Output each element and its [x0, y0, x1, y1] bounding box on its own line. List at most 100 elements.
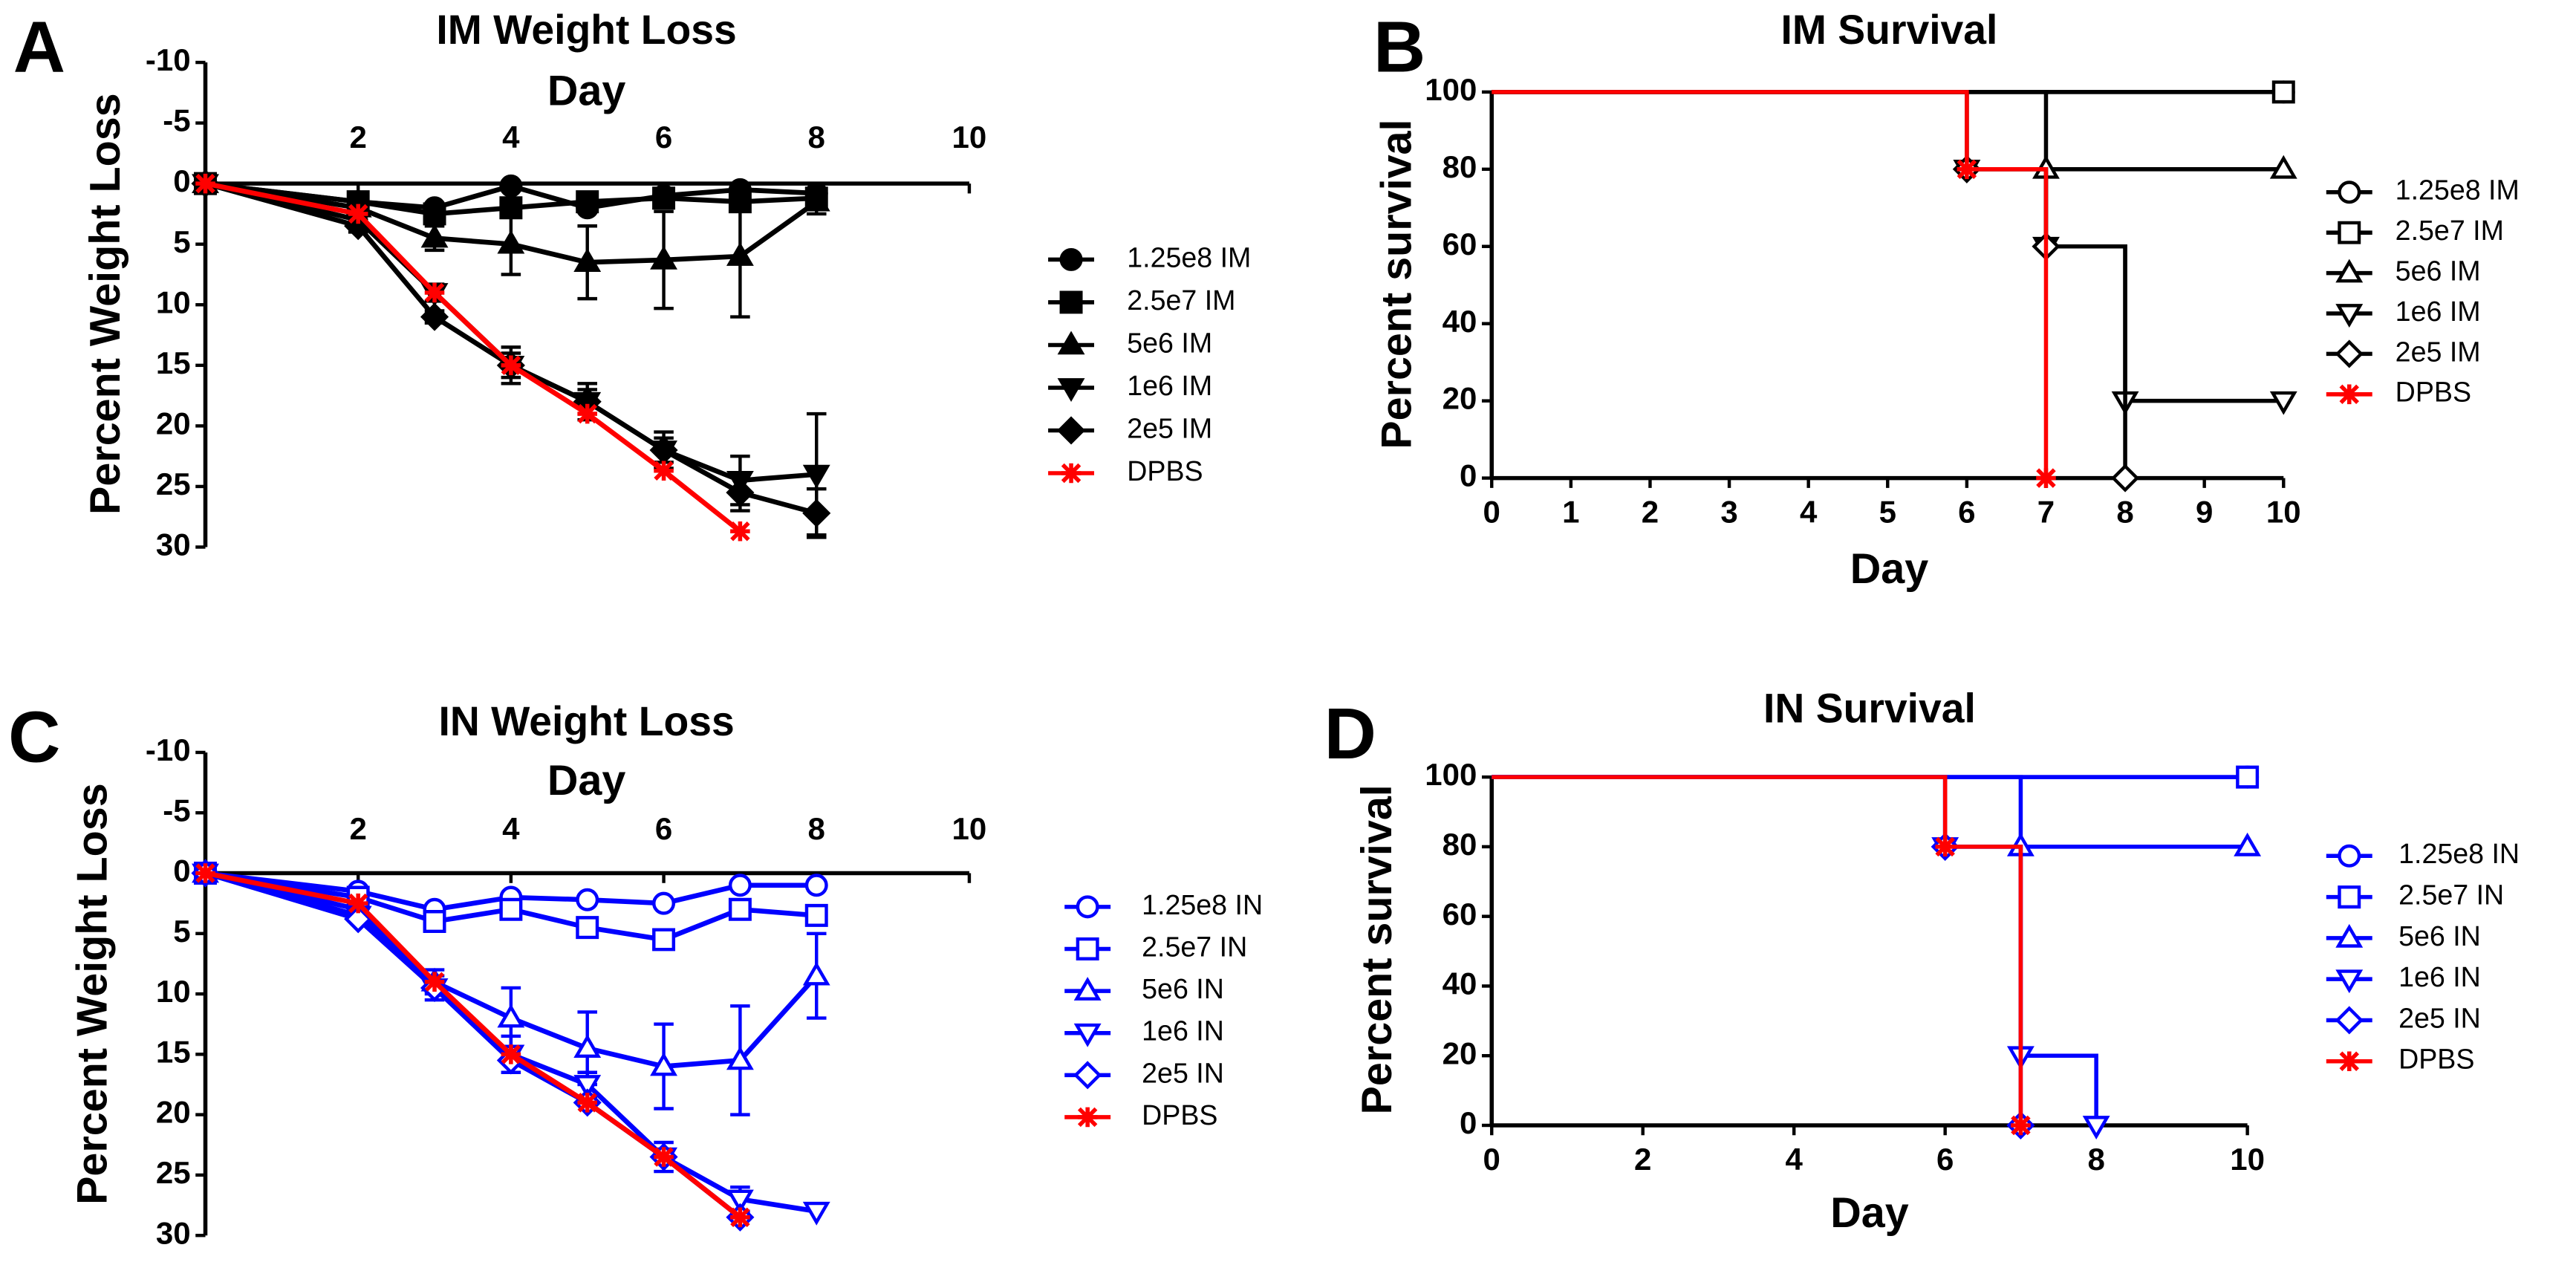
y-tick-label: 100 — [1425, 72, 1477, 107]
x-axis-label: Day — [1850, 545, 1929, 593]
y-tick-label: 0 — [173, 853, 190, 888]
legend-label: 1.25e8 IM — [1127, 241, 1251, 273]
marker — [576, 190, 599, 214]
x-tick-label: 0 — [1483, 494, 1500, 529]
marker — [348, 893, 368, 914]
legend-label: DPBS — [2398, 1044, 2474, 1075]
y-tick-label: 20 — [156, 1095, 191, 1130]
marker — [497, 1004, 525, 1028]
chart-title: IM Survival — [1781, 7, 1998, 53]
y-axis-label: Percent survival — [1373, 119, 1421, 449]
y-tick-label: -10 — [146, 732, 191, 767]
y-tick-label: 5 — [173, 914, 190, 949]
marker — [420, 302, 449, 331]
x-tick-label: 4 — [1786, 1142, 1803, 1177]
y-tick-label: 40 — [1443, 966, 1477, 1001]
marker — [2339, 384, 2360, 405]
marker — [730, 521, 750, 542]
marker — [499, 897, 523, 921]
legend-label: 1e6 IN — [1142, 1015, 1224, 1047]
marker — [2236, 765, 2260, 789]
y-tick-label: 10 — [156, 974, 191, 1009]
marker — [573, 1034, 602, 1058]
marker — [497, 230, 525, 254]
y-tick-label: 40 — [1443, 304, 1477, 339]
marker — [2335, 969, 2364, 994]
marker — [2269, 155, 2297, 179]
marker — [195, 863, 215, 883]
panel-letter: D — [1324, 693, 1376, 774]
marker — [1935, 836, 1955, 857]
marker — [728, 874, 752, 897]
marker — [2234, 832, 2262, 856]
legend-label: 2e5 IM — [1127, 412, 1212, 443]
y-tick-label: 0 — [1460, 1105, 1477, 1140]
legend-label: 2.5e7 IM — [2396, 215, 2504, 246]
panel-letter: B — [1373, 6, 1425, 87]
marker — [2111, 464, 2140, 492]
marker — [2338, 885, 2361, 909]
x-tick-label: 10 — [2230, 1142, 2265, 1177]
marker — [2269, 391, 2297, 415]
survival-line — [1492, 775, 2098, 1126]
marker — [1061, 463, 1082, 484]
marker — [2338, 181, 2361, 204]
x-axis-label: Day — [547, 67, 626, 114]
marker — [2335, 1006, 2364, 1035]
marker — [1076, 895, 1099, 919]
marker — [1077, 1107, 1098, 1128]
marker — [501, 1044, 521, 1064]
marker — [195, 173, 215, 194]
y-tick-label: -10 — [146, 42, 191, 77]
y-tick-label: 15 — [156, 1034, 191, 1069]
y-tick-label: 10 — [156, 284, 191, 319]
y-tick-label: 20 — [1443, 1035, 1477, 1070]
legend-label: 1.25e8 IM — [2396, 175, 2520, 206]
marker — [501, 355, 521, 376]
marker — [424, 282, 445, 303]
marker — [573, 248, 602, 273]
y-tick-label: 0 — [1460, 458, 1477, 493]
x-tick-label: 2 — [349, 811, 366, 846]
marker — [1073, 1061, 1102, 1090]
y-tick-label: 0 — [173, 163, 190, 198]
x-tick-label: 8 — [808, 811, 825, 846]
x-tick-label: 4 — [1800, 494, 1818, 529]
legend-label: 5e6 IN — [2398, 920, 2481, 952]
legend-label: 1e6 IM — [2396, 296, 2481, 327]
legend-label: 1.25e8 IN — [2398, 838, 2520, 869]
panel-letter: C — [8, 696, 60, 777]
marker — [1076, 937, 1099, 960]
marker — [424, 972, 445, 992]
x-tick-label: 2 — [1642, 494, 1659, 529]
legend-label: 2e5 IM — [2396, 336, 2481, 367]
marker — [726, 1189, 754, 1214]
x-tick-label: 8 — [2116, 494, 2133, 529]
marker — [576, 888, 599, 911]
marker — [348, 204, 368, 224]
series-line — [204, 871, 817, 943]
survival-line — [1492, 90, 2127, 478]
marker — [1057, 378, 1085, 402]
marker — [2335, 304, 2364, 328]
x-tick-label: 6 — [1958, 494, 1975, 529]
y-tick-label: 20 — [156, 406, 191, 440]
marker — [726, 478, 755, 507]
marker — [2335, 923, 2364, 948]
survival-line — [1492, 775, 2023, 1126]
y-tick-label: 25 — [156, 1155, 191, 1190]
legend-label: DPBS — [2396, 377, 2471, 408]
legend-label: 5e6 IM — [2396, 256, 2481, 287]
series-line — [204, 181, 742, 533]
marker — [654, 461, 674, 481]
marker — [1073, 1023, 1102, 1047]
legend-label: 2.5e7 IM — [1127, 284, 1235, 316]
marker — [2011, 1115, 2031, 1136]
marker — [2339, 1051, 2360, 1072]
legend-label: 2e5 IN — [2398, 1002, 2481, 1033]
marker — [654, 1147, 674, 1167]
y-tick-label: 30 — [156, 527, 191, 562]
marker — [1057, 416, 1086, 445]
marker — [726, 1046, 754, 1070]
